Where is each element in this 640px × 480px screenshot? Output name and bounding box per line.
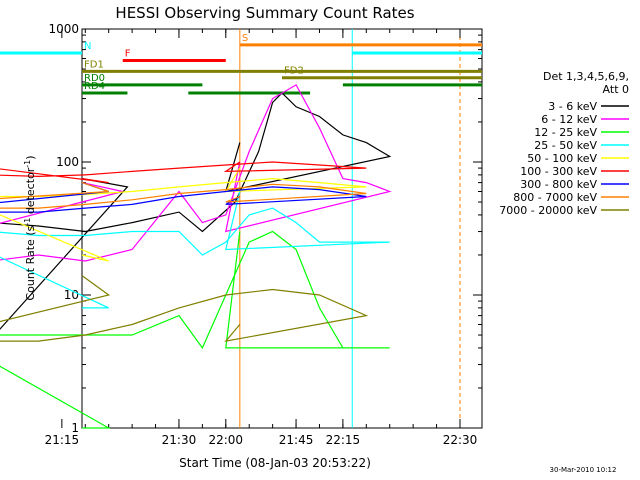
series-line-300-800-kev	[0, 182, 367, 213]
legend-label-6-12-kev: 6 - 12 keV	[541, 113, 597, 126]
flag-label-rd4: RD4	[84, 81, 105, 92]
x-tick-label: 22:15	[326, 433, 361, 447]
series-line-25-50-kev	[0, 191, 390, 309]
x-axis-label: Start Time (08-Jan-03 20:53:22)	[179, 456, 371, 470]
x-tick-label: 22:00	[208, 433, 243, 447]
flag-label-fd2: FD2	[284, 66, 304, 77]
flag-label-fd1: FD1	[84, 59, 104, 70]
legend-label-50-100-kev: 50 - 100 keV	[527, 152, 597, 165]
legend-label-800-7000-kev: 800 - 7000 keV	[513, 191, 597, 204]
flag-label-rd0: RD0	[84, 73, 105, 84]
timestamp: 30-Mar-2010 10:12	[550, 466, 617, 474]
series-line-100-300-kev	[0, 161, 367, 184]
y-tick-label: 1000	[48, 22, 79, 36]
flag-label-n: N	[84, 41, 91, 52]
legend-label-3-6-kev: 3 - 6 keV	[548, 100, 597, 113]
flag-label-f: F	[125, 48, 131, 59]
x-tick-label: 21:15	[45, 433, 80, 447]
y-tick-label: 100	[56, 155, 79, 169]
series-line-6-12-kev	[0, 84, 392, 262]
flag-label-s: S	[242, 33, 248, 44]
legend-label-25-50-kev: 25 - 50 keV	[534, 139, 597, 152]
x-tick-label: 22:30	[443, 433, 478, 447]
legend-label-100-300-kev: 100 - 300 keV	[520, 165, 597, 178]
x-tick-label: 21:45	[279, 433, 314, 447]
legend-header-line1: Det 1,3,4,5,6,9,	[543, 70, 629, 83]
series-line-800-7000-kev	[0, 182, 367, 209]
series-line-7000-20000-kev	[0, 275, 369, 342]
series-line-3-6-kev	[0, 92, 392, 330]
y-tick-label: 1	[71, 421, 79, 435]
legend-label-300-800-kev: 300 - 800 keV	[520, 178, 597, 191]
x-tick-label: 21:30	[162, 433, 197, 447]
legend-header-line2: Att 0	[603, 83, 629, 96]
chart-title: HESSI Observing Summary Count Rates	[115, 4, 414, 22]
y-tick-label: 10	[64, 288, 79, 302]
legend-label-7000-20000-kev: 7000 - 20000 keV	[499, 204, 597, 217]
series-line-50-100-kev	[0, 167, 367, 262]
legend-label-12-25-kev: 12 - 25 keV	[534, 126, 597, 139]
series-line-12-25-kev	[0, 230, 390, 429]
plot-frame	[81, 28, 483, 429]
plot-area: 110100100021:0021:1521:3021:4522:0022:15…	[0, 22, 483, 447]
y-axis-label: Count Rate (s-1 detector-1)	[23, 155, 37, 300]
